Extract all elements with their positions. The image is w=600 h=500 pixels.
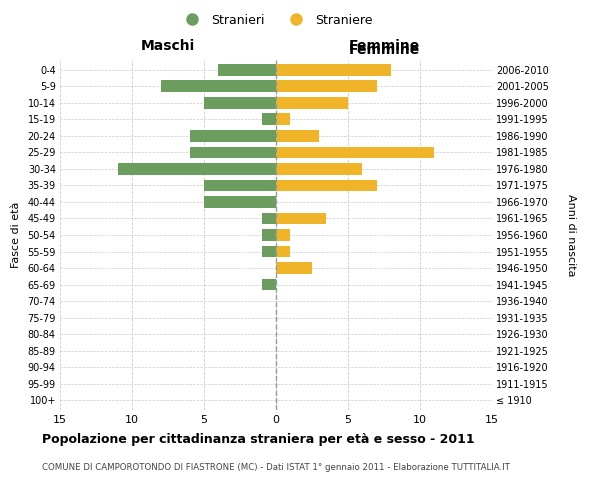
Bar bbox=[204, 180, 276, 192]
Bar bbox=[276, 262, 312, 274]
Bar bbox=[262, 246, 276, 258]
Text: Popolazione per cittadinanza straniera per età e sesso - 2011: Popolazione per cittadinanza straniera p… bbox=[42, 432, 475, 446]
Bar bbox=[276, 229, 290, 241]
Bar bbox=[262, 278, 276, 290]
Y-axis label: Fasce di età: Fasce di età bbox=[11, 202, 20, 268]
Text: Femmine: Femmine bbox=[349, 42, 419, 56]
Text: COMUNE DI CAMPOROTONDO DI FIASTRONE (MC) - Dati ISTAT 1° gennaio 2011 - Elaboraz: COMUNE DI CAMPOROTONDO DI FIASTRONE (MC)… bbox=[42, 462, 510, 471]
Y-axis label: Anni di nascita: Anni di nascita bbox=[566, 194, 576, 276]
Text: Maschi: Maschi bbox=[141, 38, 195, 52]
Bar bbox=[276, 212, 326, 224]
Bar bbox=[262, 229, 276, 241]
Bar bbox=[204, 97, 276, 109]
Bar bbox=[276, 146, 434, 158]
Text: Femmine: Femmine bbox=[349, 38, 419, 52]
Bar bbox=[276, 163, 362, 175]
Bar bbox=[276, 114, 290, 126]
Bar bbox=[276, 246, 290, 258]
Bar bbox=[276, 180, 377, 192]
Bar bbox=[276, 130, 319, 142]
Bar bbox=[262, 212, 276, 224]
Bar bbox=[190, 130, 276, 142]
Bar bbox=[204, 196, 276, 208]
Bar bbox=[262, 114, 276, 126]
Bar bbox=[276, 80, 377, 92]
Bar bbox=[161, 80, 276, 92]
Bar bbox=[118, 163, 276, 175]
Bar bbox=[190, 146, 276, 158]
Bar bbox=[218, 64, 276, 76]
Legend: Stranieri, Straniere: Stranieri, Straniere bbox=[175, 8, 377, 32]
Bar bbox=[276, 97, 348, 109]
Bar bbox=[276, 64, 391, 76]
